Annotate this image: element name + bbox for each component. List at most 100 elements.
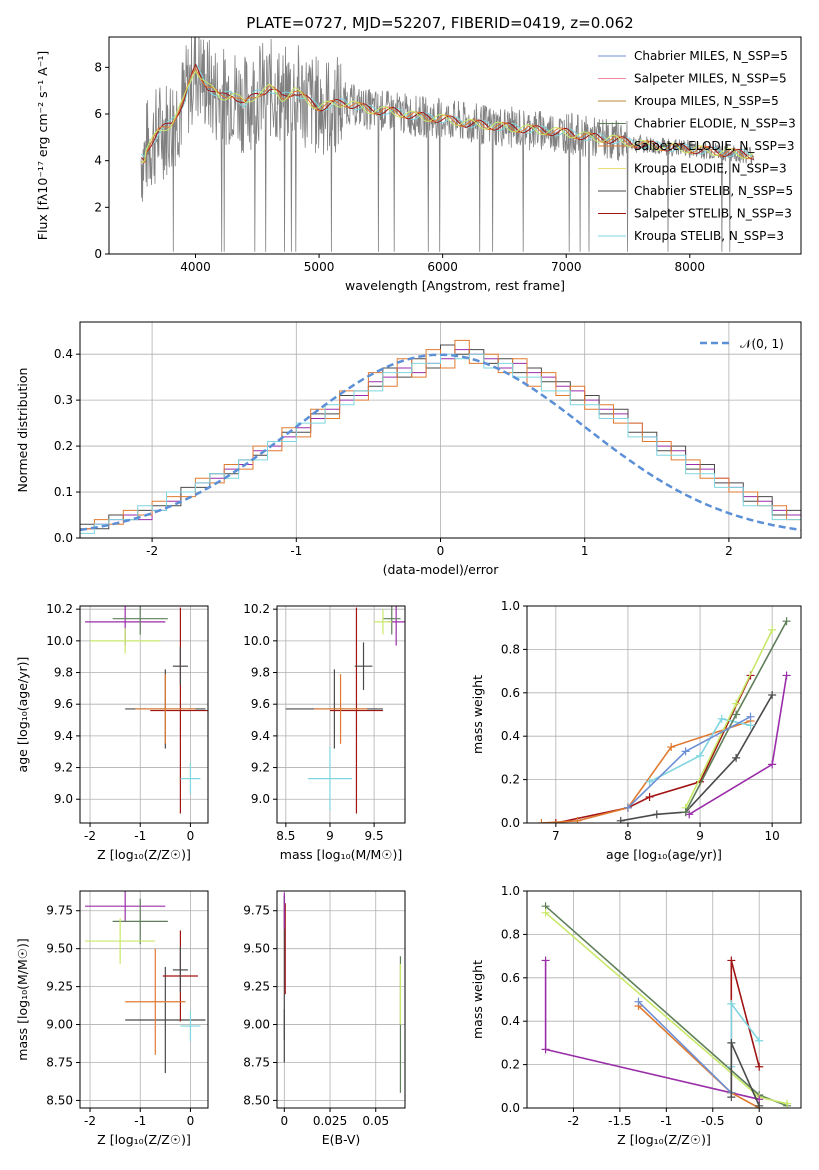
y-tick-label: 0.2 <box>54 439 73 453</box>
series-marker <box>732 753 741 762</box>
errorbar-point <box>354 642 373 690</box>
y-tick-label: 8.50 <box>46 1093 73 1107</box>
errorbar-point <box>180 1010 201 1042</box>
y-axis-label: mass weight <box>470 675 485 754</box>
x-tick-label: 8000 <box>675 260 706 274</box>
y-tick-label: 8.75 <box>243 1055 270 1069</box>
x-tick-label: 4000 <box>180 260 211 274</box>
y-tick-label: 0.2 <box>501 1058 520 1072</box>
x-axis-label: wavelength [Angstrom, rest frame] <box>345 278 565 293</box>
x-tick-label: -2 <box>84 829 96 843</box>
axes-frame <box>79 890 209 1109</box>
y-tick-label: 0.1 <box>54 485 73 499</box>
x-tick-label: 2 <box>725 544 733 558</box>
errorbar-point <box>314 674 368 744</box>
series-marker <box>732 710 741 719</box>
errorbar-point <box>112 606 168 635</box>
errorbar-point <box>112 898 168 945</box>
y-tick-label: 0.8 <box>501 927 520 941</box>
y-tick-label: 2 <box>94 200 102 214</box>
y-tick-label: 0.4 <box>54 347 73 361</box>
x-tick-label: -1 <box>134 829 146 843</box>
y-tick-label: 9.8 <box>251 666 270 680</box>
y-tick-label: 8.50 <box>243 1093 270 1107</box>
y-tick-label: 9.50 <box>243 942 270 956</box>
series-marker <box>727 999 736 1008</box>
legend-entry: Salpeter STELIB, N_SSP=3 <box>634 207 792 221</box>
y-tick-label: 1.0 <box>501 884 520 898</box>
errorbar-point <box>125 966 206 1074</box>
series-marker <box>727 956 736 965</box>
spectrum-model-line <box>140 62 755 162</box>
plot-area <box>140 37 755 252</box>
legend-entry: 𝒩(0, 1) <box>740 337 784 351</box>
series-marker <box>732 699 741 708</box>
axes-frame <box>526 605 802 824</box>
series-marker <box>551 819 560 823</box>
x-tick-label: 0.05 <box>362 1114 389 1128</box>
errorbar-point <box>172 947 188 993</box>
x-tick-label: 9.5 <box>365 829 384 843</box>
axes-frame <box>276 605 406 824</box>
series-marker <box>717 714 726 723</box>
y-tick-label: 9.2 <box>54 761 73 775</box>
y-tick-label: 0.8 <box>501 642 520 656</box>
series-marker <box>727 1038 736 1047</box>
x-tick-label: 0.025 <box>313 1114 347 1128</box>
x-tick-label: 0 <box>187 1114 195 1128</box>
series-marker <box>541 1045 550 1054</box>
y-tick-label: 10.2 <box>243 602 270 616</box>
panel-spectrum: Chabrier MILES, N_SSP=5 Salpeter MILES, N… <box>35 36 802 293</box>
x-tick-label: -1.5 <box>608 1114 631 1128</box>
panel-weight-vs-Z: -2 -1.5 -1 -0.5 0 0.0 0.2 0.4 0.6 0.8 1.0 Z [log₁₀(… <box>470 884 802 1147</box>
series-marker <box>541 908 550 917</box>
y-tick-label: 8.75 <box>46 1055 73 1069</box>
x-tick-label: 7000 <box>551 260 582 274</box>
errorbar-point <box>180 762 201 795</box>
series-marker <box>783 1099 792 1108</box>
x-tick-label: 1 <box>581 544 589 558</box>
panel-age-vs-Z: -2 -1 0 9.0 9.2 9.4 9.6 9.8 10.0 10.2 Z [log₁₀(Z/Z… <box>15 602 209 862</box>
y-tick-label: 0.4 <box>501 729 520 743</box>
x-tick-label: 0 <box>437 544 445 558</box>
y-tick-label: 0.6 <box>501 686 520 700</box>
y-tick-label: 0 <box>94 247 102 261</box>
plot-area <box>537 617 791 823</box>
x-axis-label: Z [log₁₀(Z/Z☉)] <box>97 1132 191 1147</box>
y-tick-label: 9.25 <box>46 980 73 994</box>
series-marker <box>768 760 777 769</box>
series-marker <box>645 792 654 801</box>
x-axis-label: Z [log₁₀(Z/Z☉)] <box>617 1132 711 1147</box>
y-tick-label: 9.00 <box>243 1018 270 1032</box>
y-axis-label: age [log₁₀(age/yr)] <box>15 657 30 773</box>
errorbar-point <box>329 607 383 814</box>
y-tick-label: 10.0 <box>243 634 270 648</box>
series-marker <box>541 956 550 965</box>
legend-entry: Kroupa MILES, N_SSP=5 <box>634 94 779 108</box>
panel-age-vs-mass: 8.5 9 9.5 9.0 9.2 9.4 9.6 9.8 10.0 10.2 mass [log₁… <box>243 602 406 862</box>
spectrum-model-line <box>140 70 755 163</box>
x-axis-label: age [log₁₀(age/yr)] <box>606 847 722 862</box>
y-tick-label: 9.75 <box>243 904 270 918</box>
panel-residuals: 𝒩(0, 1) -2 -1 0 1 2 0.0 0.1 0.2 0.3 0.4 (data-model… <box>15 321 802 577</box>
y-tick-label: 6 <box>94 107 102 121</box>
y-tick-label: 9.0 <box>54 792 73 806</box>
series-marker <box>634 997 643 1006</box>
legend-entry: Chabrier MILES, N_SSP=5 <box>634 49 788 63</box>
plot-area <box>285 606 405 814</box>
y-tick-label: 9.6 <box>251 697 270 711</box>
series-marker <box>681 808 690 817</box>
series-marker <box>768 625 777 634</box>
axes-frame <box>108 36 802 255</box>
histogram-series <box>80 353 801 534</box>
y-tick-label: 9.6 <box>54 697 73 711</box>
series-marker <box>755 1036 764 1045</box>
series-line <box>637 1001 732 1094</box>
legend-entry: Kroupa STELIB, N_SSP=3 <box>634 229 784 243</box>
y-tick-label: 9.00 <box>46 1018 73 1032</box>
x-tick-label: -2 <box>567 1114 579 1128</box>
x-axis-label: E(B-V) <box>322 1132 361 1147</box>
y-axis-label: mass [log₁₀(M/M☉)] <box>15 938 30 1060</box>
errorbar-point <box>307 746 353 811</box>
